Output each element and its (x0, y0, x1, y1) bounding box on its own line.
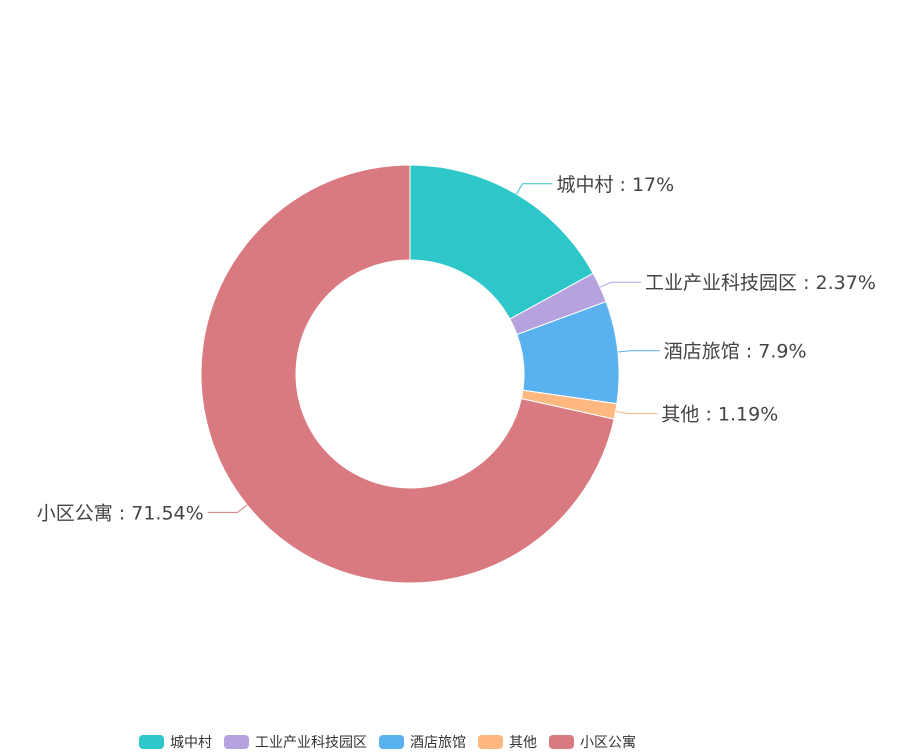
legend-label: 小区公寓 (580, 735, 636, 751)
legend-label: 城中村 (170, 735, 212, 751)
slice-label-1: 工业产业科技园区 : 2.37% (645, 272, 876, 294)
legend-item-4[interactable]: 小区公寓 (549, 732, 636, 752)
slice-label-4: 小区公寓 : 71.54% (37, 502, 204, 524)
label-line-4 (207, 504, 248, 513)
slice-0[interactable] (409, 164, 594, 320)
legend: 城中村 工业产业科技园区 酒店旅馆 其他 小区公寓 (139, 732, 648, 752)
legend-item-0[interactable]: 城中村 (139, 732, 212, 752)
label-line-2 (617, 350, 660, 353)
legend-swatch (478, 735, 503, 749)
legend-label: 其他 (509, 735, 537, 751)
label-line-3 (615, 410, 658, 415)
legend-swatch (224, 735, 249, 749)
legend-swatch (379, 735, 404, 749)
legend-item-1[interactable]: 工业产业科技园区 (224, 732, 367, 752)
legend-item-2[interactable]: 酒店旅馆 (379, 732, 466, 752)
label-line-1 (599, 281, 642, 288)
legend-label: 酒店旅馆 (410, 735, 466, 751)
slice-label-0: 城中村 : 17% (556, 174, 674, 196)
slice-4[interactable] (200, 164, 615, 584)
legend-label: 工业产业科技园区 (255, 735, 367, 751)
legend-swatch (549, 735, 574, 749)
legend-item-3[interactable]: 其他 (478, 732, 537, 752)
slice-label-2: 酒店旅馆 : 7.9% (664, 341, 807, 363)
legend-swatch (139, 735, 164, 749)
slice-label-3: 其他 : 1.19% (661, 404, 778, 426)
label-line-0 (515, 183, 553, 195)
